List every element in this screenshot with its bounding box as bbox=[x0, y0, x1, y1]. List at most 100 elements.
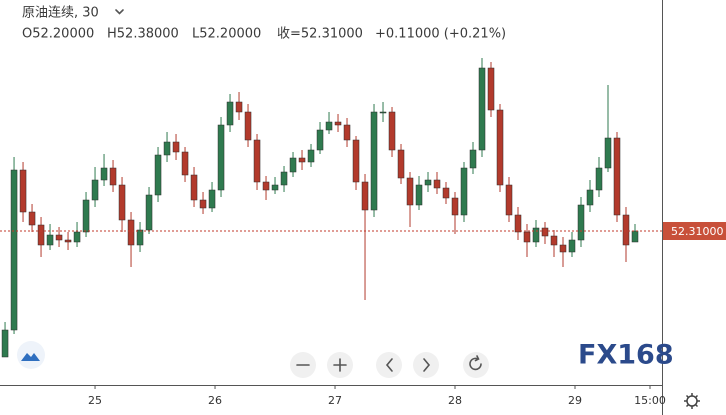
ohlc-header: O52.20000 H52.38000 L52.20000 收=52.31000 +0.… bbox=[22, 27, 506, 42]
candle-body bbox=[226, 101, 234, 126]
candle-body bbox=[172, 141, 180, 153]
candle bbox=[55, 227, 63, 247]
candle-body bbox=[55, 234, 63, 241]
zoom-controls bbox=[290, 352, 489, 378]
x-tick-label: 29 bbox=[568, 394, 582, 407]
x-tick-label: 25 bbox=[88, 394, 102, 407]
candle bbox=[118, 177, 126, 232]
candle bbox=[271, 177, 279, 194]
candle-body bbox=[136, 229, 144, 246]
candle bbox=[100, 154, 108, 186]
candle bbox=[604, 85, 612, 172]
candle-body bbox=[622, 214, 630, 246]
candle-body bbox=[379, 111, 387, 114]
candle bbox=[496, 104, 504, 192]
candle bbox=[550, 230, 558, 257]
candle bbox=[568, 232, 576, 257]
candle bbox=[541, 222, 549, 244]
candle-body bbox=[370, 111, 378, 211]
candle bbox=[235, 92, 243, 120]
candle bbox=[622, 207, 630, 262]
candle-body bbox=[568, 239, 576, 253]
candle bbox=[253, 134, 261, 190]
candle-body bbox=[595, 167, 603, 191]
candle bbox=[424, 172, 432, 192]
candle bbox=[523, 224, 531, 257]
candle-body bbox=[550, 235, 558, 246]
candle bbox=[262, 176, 270, 200]
candle-body bbox=[208, 189, 216, 209]
ohlc-value: L52.20000 bbox=[192, 27, 261, 42]
candle bbox=[208, 182, 216, 212]
candle bbox=[361, 174, 369, 300]
icon bbox=[385, 358, 393, 372]
candle-body bbox=[343, 124, 351, 141]
candle bbox=[559, 237, 567, 267]
candle bbox=[46, 224, 54, 250]
watermark: FX168 bbox=[578, 340, 674, 371]
candle bbox=[109, 160, 117, 192]
ohlc-value: +0.11000 (+0.21%) bbox=[375, 27, 506, 42]
candle-body bbox=[352, 139, 360, 183]
candle-body bbox=[46, 234, 54, 246]
candle-body bbox=[271, 184, 279, 191]
candle bbox=[343, 118, 351, 147]
candle bbox=[280, 166, 288, 192]
candle bbox=[28, 204, 36, 232]
candle bbox=[190, 167, 198, 207]
x-tick-label: 27 bbox=[328, 394, 342, 407]
candle-body bbox=[19, 169, 27, 213]
candle bbox=[379, 102, 387, 122]
candle-body bbox=[469, 149, 477, 169]
candle bbox=[487, 62, 495, 117]
candle bbox=[415, 176, 423, 210]
candle-body bbox=[118, 184, 126, 221]
title-dropdown[interactable] bbox=[115, 9, 124, 15]
scroll-left-button[interactable] bbox=[376, 352, 402, 378]
candle bbox=[595, 157, 603, 197]
candle-body bbox=[523, 231, 531, 243]
ohlc-value: O52.20000 bbox=[22, 27, 94, 42]
candle-body bbox=[361, 181, 369, 211]
candle bbox=[460, 162, 468, 222]
candle bbox=[451, 192, 459, 234]
chart-title: 原油连续, 30 bbox=[22, 5, 99, 21]
candle bbox=[181, 147, 189, 182]
candle-body bbox=[199, 199, 207, 209]
candle bbox=[1, 322, 9, 358]
candle bbox=[442, 182, 450, 204]
candle-body bbox=[604, 137, 612, 169]
scroll-right-button[interactable] bbox=[413, 352, 439, 378]
logo-button[interactable] bbox=[17, 341, 45, 369]
candle-body bbox=[154, 154, 162, 196]
candle bbox=[478, 58, 486, 157]
candle bbox=[397, 144, 405, 184]
candle-body bbox=[451, 197, 459, 216]
candle bbox=[289, 152, 297, 177]
reset-button[interactable] bbox=[463, 352, 489, 378]
candle-body bbox=[577, 204, 585, 241]
candle bbox=[532, 220, 540, 247]
candle-body bbox=[235, 101, 243, 113]
candle-body bbox=[100, 167, 108, 181]
candle bbox=[163, 132, 171, 162]
x-tick-label: 15:00 bbox=[634, 394, 666, 407]
candle bbox=[370, 104, 378, 217]
candle bbox=[298, 150, 306, 170]
candle-body bbox=[505, 184, 513, 216]
candle bbox=[127, 212, 135, 267]
candle-body bbox=[82, 199, 90, 233]
candle-body bbox=[109, 167, 117, 186]
last-price-tag bbox=[663, 222, 726, 240]
settings-button[interactable] bbox=[684, 393, 700, 409]
candle-body bbox=[298, 157, 306, 163]
x-tick-label: 28 bbox=[448, 394, 462, 407]
icon bbox=[423, 358, 431, 372]
candle-body bbox=[586, 189, 594, 206]
candle-body bbox=[442, 187, 450, 199]
candle bbox=[406, 172, 414, 227]
candle bbox=[136, 222, 144, 252]
candle bbox=[172, 134, 180, 160]
candle bbox=[91, 167, 99, 207]
